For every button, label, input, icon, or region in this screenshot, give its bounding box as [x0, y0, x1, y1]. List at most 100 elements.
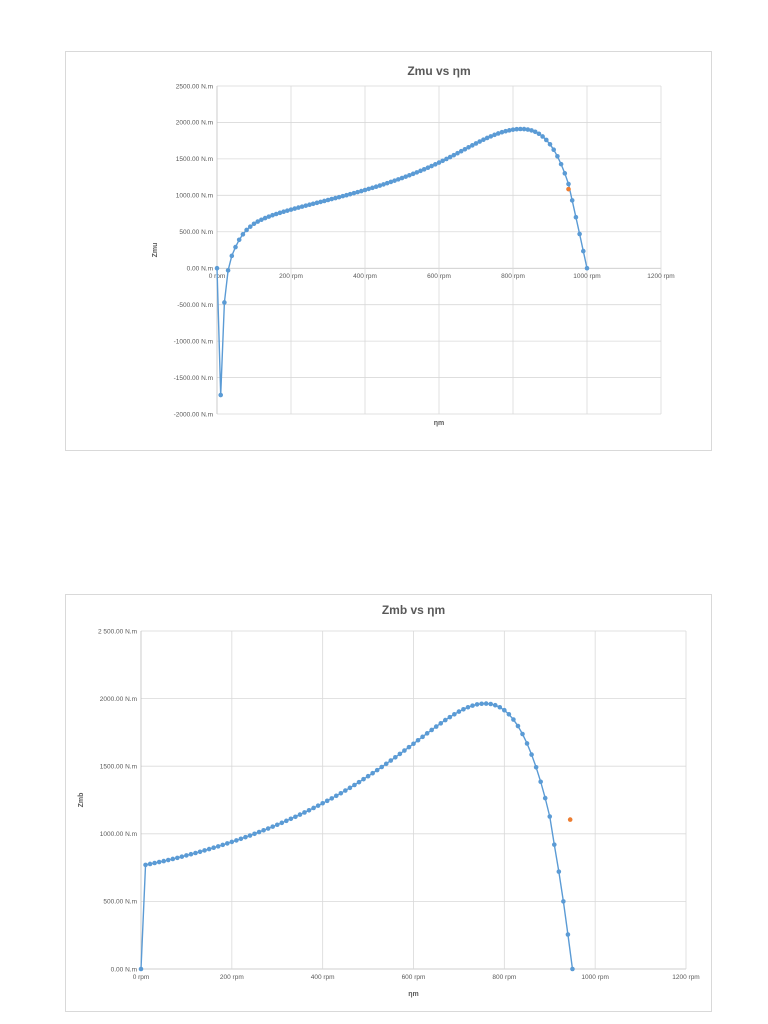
zmb-data-point: [347, 785, 353, 791]
zmu-data-point: [421, 167, 427, 172]
zmb-data-point: [374, 767, 380, 773]
zmu-x-axis-title: ηm: [434, 420, 445, 427]
zmu-data-point: [325, 197, 331, 203]
zmu-y-tick-label: 1500.00 N.m: [176, 156, 213, 163]
zmb-data-point: [433, 724, 439, 729]
zmu-y-tick-label: 1000.00 N.m: [176, 193, 213, 200]
zmu-data-point: [473, 141, 479, 146]
zmb-data-point: [333, 793, 339, 799]
zmu-data-point: [514, 126, 519, 132]
zmu-data-point: [503, 128, 508, 134]
zmb-data-point: [556, 869, 562, 874]
zmu-data-point: [329, 196, 335, 202]
zmu-data-point: [455, 150, 460, 156]
zmb-data-point: [197, 849, 203, 855]
zmb-data-point: [397, 751, 403, 757]
zmu-data-point: [414, 170, 420, 175]
zmu-x-tick-label: 800 rpm: [501, 273, 525, 280]
zmb-data-point: [524, 741, 530, 746]
zmb-data-point: [411, 741, 416, 747]
zmb-y-tick-label: 1500.00 N.m: [100, 764, 137, 771]
zmu-data-point: [544, 137, 549, 143]
zmb-data-point: [224, 841, 230, 846]
zmu-data-point: [377, 183, 383, 188]
zmb-x-tick-label: 200 rpm: [220, 974, 244, 981]
zmu-data-point: [233, 244, 238, 250]
zmb-data-point: [206, 846, 212, 852]
zmu-data-point: [466, 144, 471, 150]
zmu-data-point: [577, 231, 582, 237]
zmu-data-point: [403, 174, 409, 179]
zmb-data-point: [175, 855, 180, 861]
zmb-data-point: [506, 711, 512, 717]
zmu-data-point: [384, 180, 390, 186]
zmu-data-point: [244, 227, 249, 233]
zmu-data-point: [240, 232, 246, 237]
zmu-series-0: [214, 126, 590, 398]
chart-zmb: 2 500.00 N.m 2000.00 N.m 1500.00 N.m 1000.0…: [65, 594, 712, 1012]
zmu-data-point: [462, 146, 468, 152]
zmb-y-tick-label: 2000.00 N.m: [100, 696, 137, 703]
zmu-data-point: [492, 132, 497, 138]
zmb-data-point: [193, 850, 198, 856]
zmu-data-point: [396, 177, 401, 182]
zmu-data-point: [399, 175, 405, 181]
zmu-data-point: [488, 134, 494, 139]
zmb-data-point: [415, 737, 421, 743]
zmb-data-point: [261, 827, 266, 833]
zmb-data-point: [188, 851, 194, 857]
zmb-data-point: [179, 854, 185, 859]
zmu-chart-title: Zmu vs ηm: [407, 64, 470, 78]
zmb-x-axis-title: ηm: [408, 991, 419, 998]
zmb-data-point: [502, 707, 507, 713]
zmu-data-point: [499, 129, 505, 135]
zmu-data-point: [299, 204, 305, 209]
chart-zmu: 2500.00 N.m 2000.00 N.m 1500.00 N.m 1000.00…: [65, 51, 712, 451]
zmb-data-point: [511, 717, 516, 722]
zmb-data-point: [452, 711, 457, 717]
zmu-data-point: [248, 224, 253, 229]
zmb-data-point: [365, 773, 371, 779]
zmu-data-point: [481, 137, 486, 143]
zmu-data-point: [370, 185, 375, 191]
zmu-data-point: [296, 205, 301, 210]
zmu-y-axis-title: Zmu: [152, 243, 159, 258]
zmu-data-point: [521, 126, 527, 132]
zmu-data-point: [225, 268, 231, 273]
zmu-data-point: [518, 126, 523, 132]
zmu-x-tick-label: 400 rpm: [353, 273, 377, 280]
zmu-data-point: [340, 193, 346, 199]
zmb-data-point: [311, 805, 316, 811]
zmu-x-tick-label: 1200 rpm: [647, 273, 674, 280]
zmu-data-point: [262, 215, 268, 221]
zmb-data-point: [438, 721, 444, 726]
zmb-data-point: [561, 899, 566, 904]
zmb-data-point: [138, 966, 144, 972]
zmb-data-point: [402, 748, 407, 753]
zmu-data-point: [288, 207, 294, 212]
zmu-data-point: [229, 253, 235, 259]
zmb-data-point: [215, 844, 221, 849]
zmu-y-tick-label: -2000.00 N.m: [174, 411, 213, 418]
zmb-data-point: [184, 853, 189, 858]
zmu-data-point: [551, 147, 556, 153]
zmb-highlight-point: [567, 817, 573, 822]
zmb-chart-title: Zmb vs ηm: [382, 603, 445, 617]
zmu-data-point: [281, 209, 286, 215]
zmb-data-point: [542, 795, 548, 801]
zmb-data-point: [247, 833, 253, 838]
zmu-data-point: [351, 190, 357, 196]
zmb-data-point: [361, 776, 366, 782]
zmb-data-point: [320, 800, 325, 806]
zmb-data-point: [488, 701, 494, 707]
zmu-data-point: [303, 203, 309, 208]
zmb-data-point: [329, 796, 335, 801]
zmb-gridlines: [140, 630, 687, 970]
zmu-y-tick-label: -1500.00 N.m: [174, 375, 213, 382]
zmu-data-point: [470, 143, 475, 148]
zmu-data-point: [222, 300, 227, 305]
zmb-data-point: [570, 966, 575, 972]
zmu-data-point: [433, 162, 438, 167]
zmu-x-tick-label: 1000 rpm: [573, 273, 600, 280]
zmb-data-point: [315, 803, 321, 808]
